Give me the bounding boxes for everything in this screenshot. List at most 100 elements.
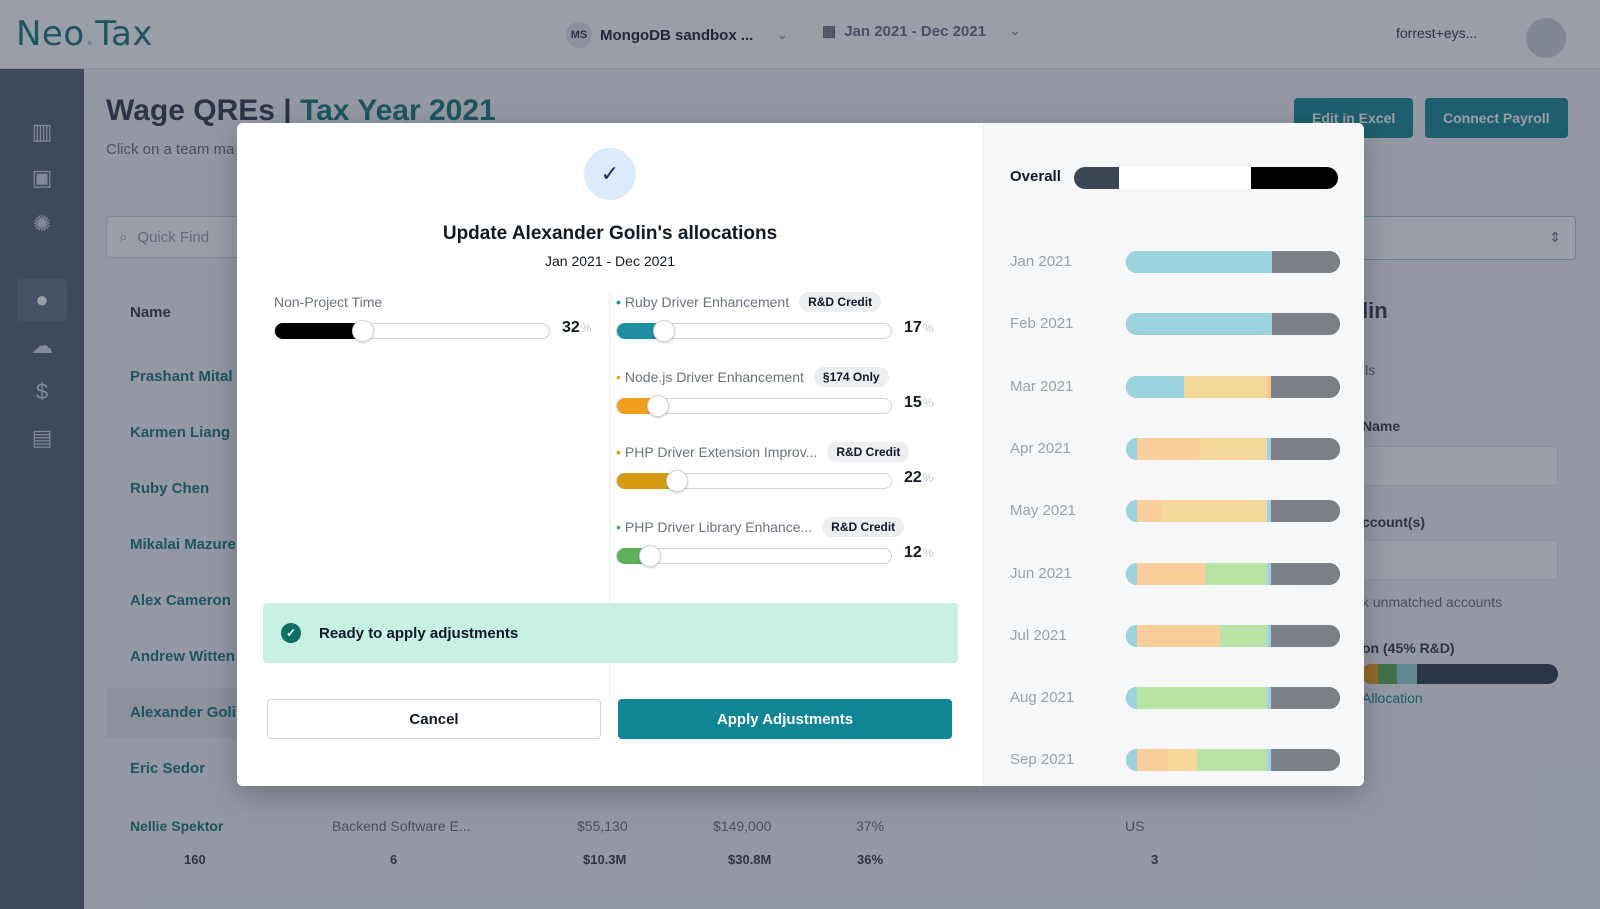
month-label: Jan 2021 <box>1010 253 1072 270</box>
employee-row[interactable]: Prashant Mital <box>130 368 233 385</box>
employee-row[interactable]: Ruby Chen <box>130 480 210 497</box>
allocation-segment <box>1250 167 1338 189</box>
allocation-segment <box>1271 251 1340 273</box>
employee-row[interactable]: Karmen Liang <box>130 424 231 441</box>
slider-thumb[interactable] <box>351 320 374 342</box>
month-row: Feb 2021 <box>1010 313 1340 336</box>
allocation-segment <box>1271 562 1340 585</box>
project-name: Ruby Driver Enhancement <box>624 294 790 310</box>
allocation-editor-pane: ✓ Update Alexander Golin's allocations J… <box>237 123 983 786</box>
allocation-segment <box>1267 624 1272 647</box>
allocation-segment <box>1267 500 1272 523</box>
person-icon[interactable]: ● <box>17 279 67 321</box>
slider-thumb[interactable] <box>638 545 661 567</box>
allocation-segment <box>1267 687 1272 710</box>
slider-value-unit: % <box>922 396 934 410</box>
allocation-segment <box>1200 437 1268 460</box>
employee-select[interactable]: ⇕ <box>1360 216 1576 260</box>
slider-value: 32% <box>562 319 591 337</box>
month-label: Sep 2021 <box>1010 751 1075 769</box>
employee-row[interactable]: Nellie Spektor <box>130 818 224 834</box>
connect-payroll-button[interactable]: Connect Payroll <box>1425 98 1568 138</box>
month-allocation-bar <box>1126 687 1340 710</box>
org-switcher[interactable]: MS MongoDB sandbox ... ⌄ <box>566 22 787 48</box>
slider-thumb[interactable] <box>666 470 689 492</box>
detail-unmatched-link[interactable]: k unmatched accounts <box>1362 594 1503 610</box>
allocation-segment <box>1205 562 1268 585</box>
employee-pct: 37% <box>856 818 885 834</box>
employee-qre: $55,130 <box>577 818 628 834</box>
total-count: 160 <box>184 852 206 867</box>
employee-row[interactable]: Andrew Witten <box>130 648 235 665</box>
document-icon[interactable]: ▤ <box>31 425 53 450</box>
name-column-header[interactable]: Name <box>130 304 171 321</box>
slider-track[interactable] <box>616 470 892 492</box>
employee-salary: $149,000 <box>713 818 772 834</box>
calendar-icon: ▦ <box>822 23 837 40</box>
allocation-segment <box>1267 437 1272 460</box>
presentation-icon[interactable]: ▣ <box>31 165 53 190</box>
month-row: Jun 2021 <box>1010 562 1340 585</box>
slider-track[interactable] <box>616 320 892 342</box>
apply-adjustments-button[interactable]: Apply Adjustments <box>618 699 952 739</box>
search-input[interactable]: ⌕ Quick Find <box>106 216 246 258</box>
project-slider-nodejs-driver: • Node.js Driver Enhancement §174 Only 15% <box>616 366 956 422</box>
neotax-logo[interactable]: Neo.Tax <box>16 14 153 54</box>
month-label: Jul 2021 <box>1010 626 1067 644</box>
employee-row[interactable]: Alex Cameron <box>130 592 231 609</box>
detail-name-field[interactable] <box>1362 446 1558 486</box>
detail-allocation-link[interactable]: Allocation <box>1362 690 1423 706</box>
bullet-dot-icon: • <box>616 369 621 385</box>
allocation-segment <box>1271 375 1340 398</box>
logo-dot: . <box>84 14 96 54</box>
month-label: Apr 2021 <box>1010 439 1071 457</box>
selected-row-highlight <box>106 688 246 738</box>
modal-subtitle: Jan 2021 - Dec 2021 <box>545 253 675 269</box>
modal-title: Update Alexander Golin's allocations <box>442 223 778 244</box>
total-countries: 3 <box>1151 852 1159 867</box>
project-label: • PHP Driver Library Enhance... R&D Credit <box>616 516 956 538</box>
money-hand-icon[interactable]: $ <box>35 379 49 404</box>
month-row: Aug 2021 <box>1010 687 1340 710</box>
allocation-segment <box>1271 500 1340 523</box>
page-subtitle: Click on a team ma <box>106 141 235 158</box>
month-label: Mar 2021 <box>1010 377 1074 395</box>
month-row: Jul 2021 <box>1010 624 1340 647</box>
slider-fill <box>617 473 678 489</box>
slider-thumb[interactable] <box>647 395 670 417</box>
allocation-segment <box>1126 687 1137 710</box>
cloud-icon[interactable]: ☁ <box>31 333 53 358</box>
slider-track[interactable] <box>616 395 892 417</box>
credit-tag: R&D Credit <box>827 442 910 462</box>
employee-row[interactable]: Mikalai Mazure <box>130 536 236 553</box>
user-email[interactable]: forrest+eys... <box>1396 25 1478 41</box>
bullet-dot-icon: • <box>616 294 621 310</box>
employee-row[interactable]: Eric Sedor <box>130 760 206 777</box>
allocation-segment <box>1271 687 1340 710</box>
project-name: PHP Driver Extension Improv... <box>624 444 818 460</box>
date-range-picker[interactable]: ▦ Jan 2021 - Dec 2021 ⌄ <box>822 22 1021 41</box>
bulb-icon[interactable]: ✺ <box>32 211 52 236</box>
avatar[interactable] <box>1526 18 1566 58</box>
chevron-updown-icon: ⇕ <box>1549 229 1561 245</box>
slider-value: 17% <box>904 319 933 337</box>
ready-status-banner: ✓ Ready to apply adjustments <box>263 603 958 663</box>
overall-allocation-bar <box>1074 167 1338 189</box>
slider-fill <box>617 323 664 339</box>
allocation-segment <box>1126 251 1272 273</box>
employee-row[interactable]: Alexander Goli <box>130 704 236 721</box>
building-icon[interactable]: ▥ <box>31 119 53 144</box>
overall-label: Overall <box>1010 168 1061 185</box>
slider-value-unit: % <box>580 321 592 335</box>
slider-track[interactable] <box>616 545 892 567</box>
month-row: May 2021 <box>1010 500 1340 523</box>
month-allocation-bar <box>1126 437 1340 460</box>
allocation-segment <box>1136 500 1163 523</box>
cancel-button[interactable]: Cancel <box>267 699 601 739</box>
slider-thumb[interactable] <box>652 320 675 342</box>
logo-text-tax: Tax <box>95 14 153 54</box>
detail-accounts-field[interactable] <box>1362 540 1558 580</box>
slider-track[interactable] <box>274 320 550 342</box>
chevron-down-icon: ⌄ <box>1009 24 1021 38</box>
allocation-segment <box>1136 562 1206 585</box>
